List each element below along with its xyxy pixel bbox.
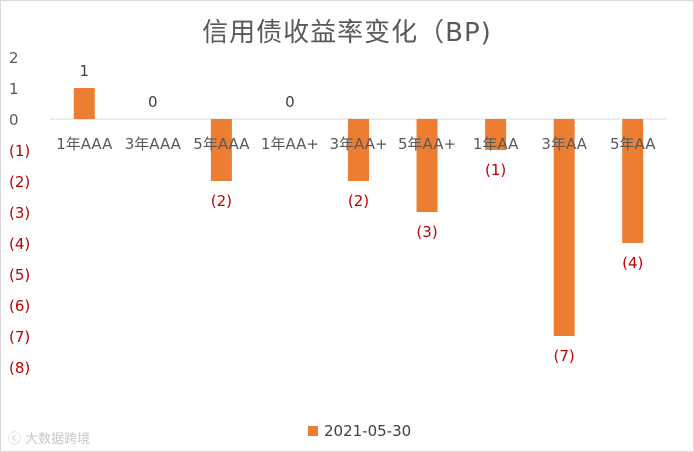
- x-tick-label: 1年AA+: [261, 135, 319, 153]
- bar: [210, 119, 232, 181]
- bar: [485, 119, 507, 150]
- x-tick-label: 3年AA: [541, 135, 587, 153]
- x-tick-label: 1年AA: [473, 135, 519, 153]
- data-label: (4): [622, 254, 643, 272]
- watermark-logo-icon: ⓒ: [8, 432, 26, 447]
- x-tick-label: 3年AA+: [329, 135, 387, 153]
- x-tick-label: 5年AAA: [193, 135, 250, 153]
- y-tick-label: (8): [9, 359, 30, 377]
- bar: [622, 119, 644, 243]
- x-tick-label: 3年AAA: [125, 135, 182, 153]
- bar: [553, 119, 575, 336]
- x-tick-label: 5年AA+: [398, 135, 456, 153]
- legend-label: 2021-05-30: [324, 422, 412, 440]
- legend-swatch: [308, 426, 318, 436]
- data-label: 0: [148, 93, 158, 111]
- x-tick-label: 1年AAA: [56, 135, 113, 153]
- data-label: 1: [80, 62, 90, 80]
- y-tick-label: (2): [9, 173, 30, 191]
- data-label: (1): [485, 161, 506, 179]
- legend: 2021-05-30: [308, 421, 411, 441]
- bar: [73, 88, 95, 119]
- bar: [348, 119, 369, 181]
- chart-title: 信用债收益率变化（BP): [202, 18, 492, 48]
- bar: [416, 119, 438, 212]
- data-label: (3): [416, 223, 437, 241]
- y-tick-label: (4): [9, 235, 30, 253]
- data-label: (2): [211, 192, 232, 210]
- data-label: 0: [285, 93, 295, 111]
- watermark: ⓒ 大数据跨境: [8, 428, 90, 447]
- x-tick-label: 5年AA: [610, 135, 656, 153]
- y-tick-label: (7): [9, 328, 30, 346]
- y-tick-label: (6): [9, 297, 30, 315]
- watermark-text: 大数据跨境: [25, 432, 91, 447]
- y-tick-label: 0: [9, 111, 19, 129]
- y-tick-label: (1): [9, 142, 30, 160]
- data-label: (2): [348, 192, 369, 210]
- data-label: (7): [554, 347, 575, 365]
- y-tick-label: 2: [9, 49, 19, 67]
- y-tick-label: (3): [9, 204, 30, 222]
- y-tick-label: (5): [9, 266, 30, 284]
- y-tick-label: 1: [9, 80, 19, 98]
